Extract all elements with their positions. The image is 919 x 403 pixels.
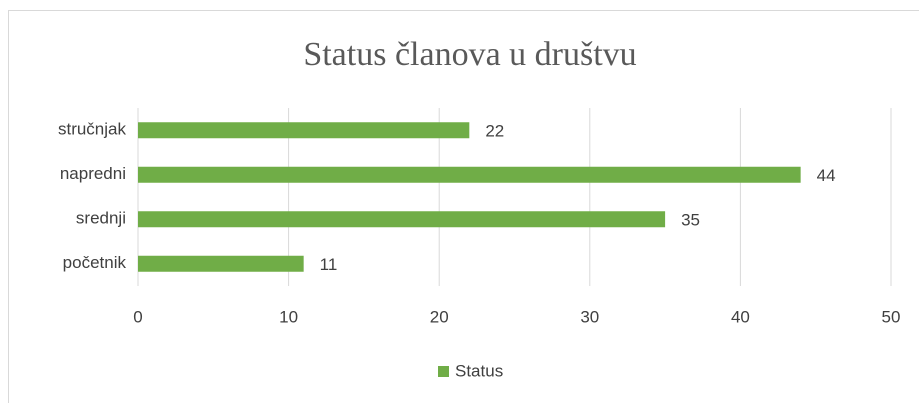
- data-label: 44: [817, 166, 836, 185]
- legend-label: Status: [455, 361, 503, 380]
- y-tick-label: srednji: [76, 209, 126, 228]
- y-tick-label: napredni: [60, 164, 126, 183]
- data-label: 22: [485, 122, 504, 141]
- chart-title: Status članova u društvu: [303, 36, 636, 73]
- y-tick-label: stručnjak: [58, 120, 127, 139]
- data-label: 11: [320, 255, 338, 274]
- bar: [138, 122, 470, 139]
- bar: [138, 166, 801, 183]
- x-tick-label: 10: [279, 307, 298, 326]
- data-label: 35: [681, 211, 700, 230]
- x-tick-label: 50: [882, 307, 901, 326]
- bar: [138, 255, 304, 272]
- x-tick-label: 40: [731, 307, 750, 326]
- x-tick-label: 0: [133, 307, 142, 326]
- x-tick-label: 20: [430, 307, 449, 326]
- x-tick-label: 30: [580, 307, 599, 326]
- chart-frame: [8, 10, 919, 403]
- bar: [138, 211, 666, 228]
- y-tick-label: početnik: [63, 253, 127, 272]
- legend-swatch: [438, 366, 449, 377]
